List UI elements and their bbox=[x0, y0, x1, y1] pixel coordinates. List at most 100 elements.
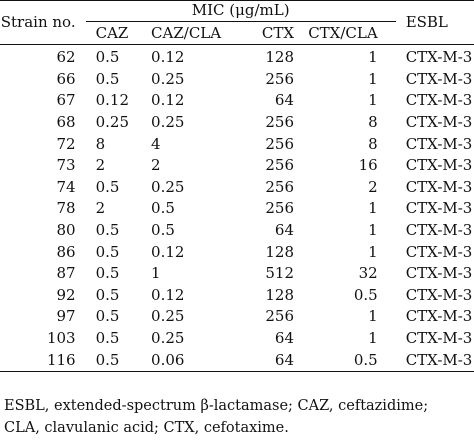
table-row: 78 2 0.5 256 1 CTX-M-3 bbox=[0, 198, 474, 220]
cell-strain: 62 bbox=[56, 48, 76, 67]
header-strain: Strain no. bbox=[0, 0, 86, 45]
cell-caz: 2 bbox=[95, 156, 106, 175]
cell-strain: 97 bbox=[56, 307, 76, 326]
cell-caz-cla: 0.25 bbox=[151, 329, 185, 348]
table-row: 80 0.5 0.5 64 1 CTX-M-3 bbox=[0, 220, 474, 242]
cell-ctx-cla: 32 bbox=[358, 264, 378, 283]
cell-ctx-cla: 2 bbox=[368, 177, 378, 196]
cell-ctx: 256 bbox=[265, 177, 295, 196]
table-row: 68 0.25 0.25 256 8 CTX-M-3 bbox=[0, 112, 474, 134]
table-body: 62 0.5 0.12 128 1 CTX-M-3 66 0.5 0.25 256 1 CTX-M-3… bbox=[0, 45, 474, 372]
cell-strain: 92 bbox=[56, 285, 76, 304]
cell-ctx-cla: 0.5 bbox=[294, 349, 396, 372]
cell-ctx: 256 bbox=[265, 307, 295, 326]
header-ctx: CTX bbox=[246, 22, 295, 45]
cell-ctx-cla: 1 bbox=[368, 221, 378, 240]
cell-caz: 0.5 bbox=[95, 69, 120, 88]
cell-esbl: CTX-M-3 bbox=[405, 329, 473, 348]
table-row: 62 0.5 0.12 128 1 CTX-M-3 bbox=[0, 45, 474, 69]
cell-caz-cla: 0.25 bbox=[151, 69, 185, 88]
cell-ctx: 256 bbox=[265, 69, 295, 88]
cell-caz-cla: 0.5 bbox=[151, 199, 175, 218]
cell-ctx: 64 bbox=[274, 91, 295, 110]
cell-caz-cla: 0.12 bbox=[151, 91, 185, 110]
cell-ctx-cla: 1 bbox=[368, 199, 378, 218]
cell-caz-cla: 0.25 bbox=[151, 113, 185, 132]
cell-esbl: CTX-M-3 bbox=[405, 113, 473, 132]
cell-esbl: CTX-M-3 bbox=[405, 177, 473, 196]
table-footnote: ESBL, extended-spectrum β-lactamase; CAZ… bbox=[4, 395, 428, 439]
cell-ctx: 512 bbox=[265, 264, 295, 283]
cell-esbl: CTX-M-3 bbox=[405, 307, 473, 326]
cell-ctx: 256 bbox=[265, 199, 295, 218]
table-row: 74 0.5 0.25 256 2 CTX-M-3 bbox=[0, 177, 474, 199]
cell-caz-cla: 2 bbox=[151, 156, 161, 175]
cell-strain: 68 bbox=[56, 113, 76, 132]
cell-ctx-cla: 1 bbox=[368, 329, 378, 348]
cell-esbl: CTX-M-3 bbox=[405, 199, 473, 218]
cell-ctx: 256 bbox=[265, 113, 295, 132]
cell-ctx: 256 bbox=[265, 134, 295, 153]
table-row: 66 0.5 0.25 256 1 CTX-M-3 bbox=[0, 69, 474, 91]
cell-ctx-cla: 1 bbox=[368, 307, 378, 326]
cell-caz-cla: 4 bbox=[151, 134, 161, 153]
table-row: 97 0.5 0.25 256 1 CTX-M-3 bbox=[0, 306, 474, 328]
cell-ctx-cla: 16 bbox=[358, 156, 378, 175]
footnote-line-2: CLA, clavulanic acid; CTX, cefotaxime. bbox=[4, 420, 289, 436]
cell-caz-cla: 0.12 bbox=[151, 285, 185, 304]
cell-ctx-cla: 1 bbox=[368, 69, 378, 88]
cell-caz: 0.5 bbox=[95, 221, 120, 240]
cell-esbl: CTX-M-3 bbox=[405, 285, 473, 304]
footnote-line-1: ESBL, extended-spectrum β-lactamase; CAZ… bbox=[4, 398, 429, 414]
cell-esbl: CTX-M-3 bbox=[405, 242, 473, 261]
table-row: 87 0.5 1 512 32 CTX-M-3 bbox=[0, 263, 474, 285]
cell-esbl: CTX-M-3 bbox=[405, 48, 473, 67]
cell-strain: 116 bbox=[0, 349, 86, 372]
mic-table: Strain no. MIC (μg/mL) ESBL CAZ CAZ/CLA … bbox=[0, 0, 474, 372]
table-row: 73 2 2 256 16 CTX-M-3 bbox=[0, 155, 474, 177]
cell-caz: 0.5 bbox=[95, 242, 120, 261]
cell-caz-cla: 0.06 bbox=[151, 349, 247, 372]
cell-ctx: 64 bbox=[246, 349, 295, 372]
cell-ctx: 64 bbox=[274, 329, 295, 348]
cell-caz: 0.25 bbox=[95, 113, 129, 132]
header-mic-group: MIC (μg/mL) bbox=[85, 0, 396, 22]
table-row: 92 0.5 0.12 128 0.5 CTX-M-3 bbox=[0, 285, 474, 307]
cell-caz: 0.5 bbox=[95, 285, 120, 304]
cell-ctx: 256 bbox=[265, 156, 295, 175]
cell-ctx: 128 bbox=[265, 48, 295, 67]
cell-caz-cla: 0.12 bbox=[151, 242, 185, 261]
cell-strain: 74 bbox=[56, 177, 76, 196]
cell-ctx-cla: 1 bbox=[368, 91, 378, 110]
cell-caz: 0.5 bbox=[95, 264, 120, 283]
cell-caz: 0.5 bbox=[95, 177, 120, 196]
cell-caz: 0.5 bbox=[95, 329, 120, 348]
cell-caz-cla: 1 bbox=[151, 264, 161, 283]
cell-caz: 0.5 bbox=[85, 349, 152, 372]
cell-strain: 78 bbox=[56, 199, 76, 218]
cell-ctx-cla: 8 bbox=[368, 113, 378, 132]
table-row: 116 0.5 0.06 64 0.5 CTX-M-3 bbox=[0, 349, 474, 372]
cell-ctx: 64 bbox=[274, 221, 295, 240]
table-row: 103 0.5 0.25 64 1 CTX-M-3 bbox=[0, 328, 474, 350]
table-row: 67 0.12 0.12 64 1 CTX-M-3 bbox=[0, 90, 474, 112]
cell-ctx-cla: 8 bbox=[368, 134, 378, 153]
cell-ctx: 128 bbox=[265, 285, 295, 304]
cell-esbl: CTX-M-3 bbox=[405, 264, 473, 283]
cell-caz-cla: 0.12 bbox=[151, 48, 185, 67]
cell-strain: 67 bbox=[56, 91, 76, 110]
cell-caz-cla: 0.25 bbox=[151, 307, 185, 326]
header-esbl: ESBL bbox=[395, 0, 474, 45]
cell-strain: 66 bbox=[56, 69, 76, 88]
cell-esbl: CTX-M-3 bbox=[395, 349, 474, 372]
table-row: 86 0.5 0.12 128 1 CTX-M-3 bbox=[0, 241, 474, 263]
table-row: 72 8 4 256 8 CTX-M-3 bbox=[0, 133, 474, 155]
cell-strain: 86 bbox=[56, 242, 76, 261]
cell-ctx: 128 bbox=[265, 242, 295, 261]
header-mic-label: MIC (μg/mL) bbox=[85, 1, 396, 22]
cell-strain: 87 bbox=[56, 264, 76, 283]
cell-caz: 0.12 bbox=[95, 91, 129, 110]
cell-esbl: CTX-M-3 bbox=[405, 221, 473, 240]
cell-caz-cla: 0.5 bbox=[151, 221, 175, 240]
